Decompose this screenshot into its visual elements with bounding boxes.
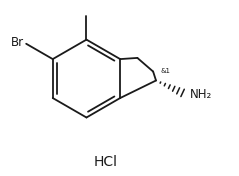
Text: Br: Br — [11, 36, 24, 49]
Text: NH₂: NH₂ — [190, 89, 212, 102]
Text: &1: &1 — [160, 68, 170, 74]
Text: HCl: HCl — [93, 155, 117, 169]
